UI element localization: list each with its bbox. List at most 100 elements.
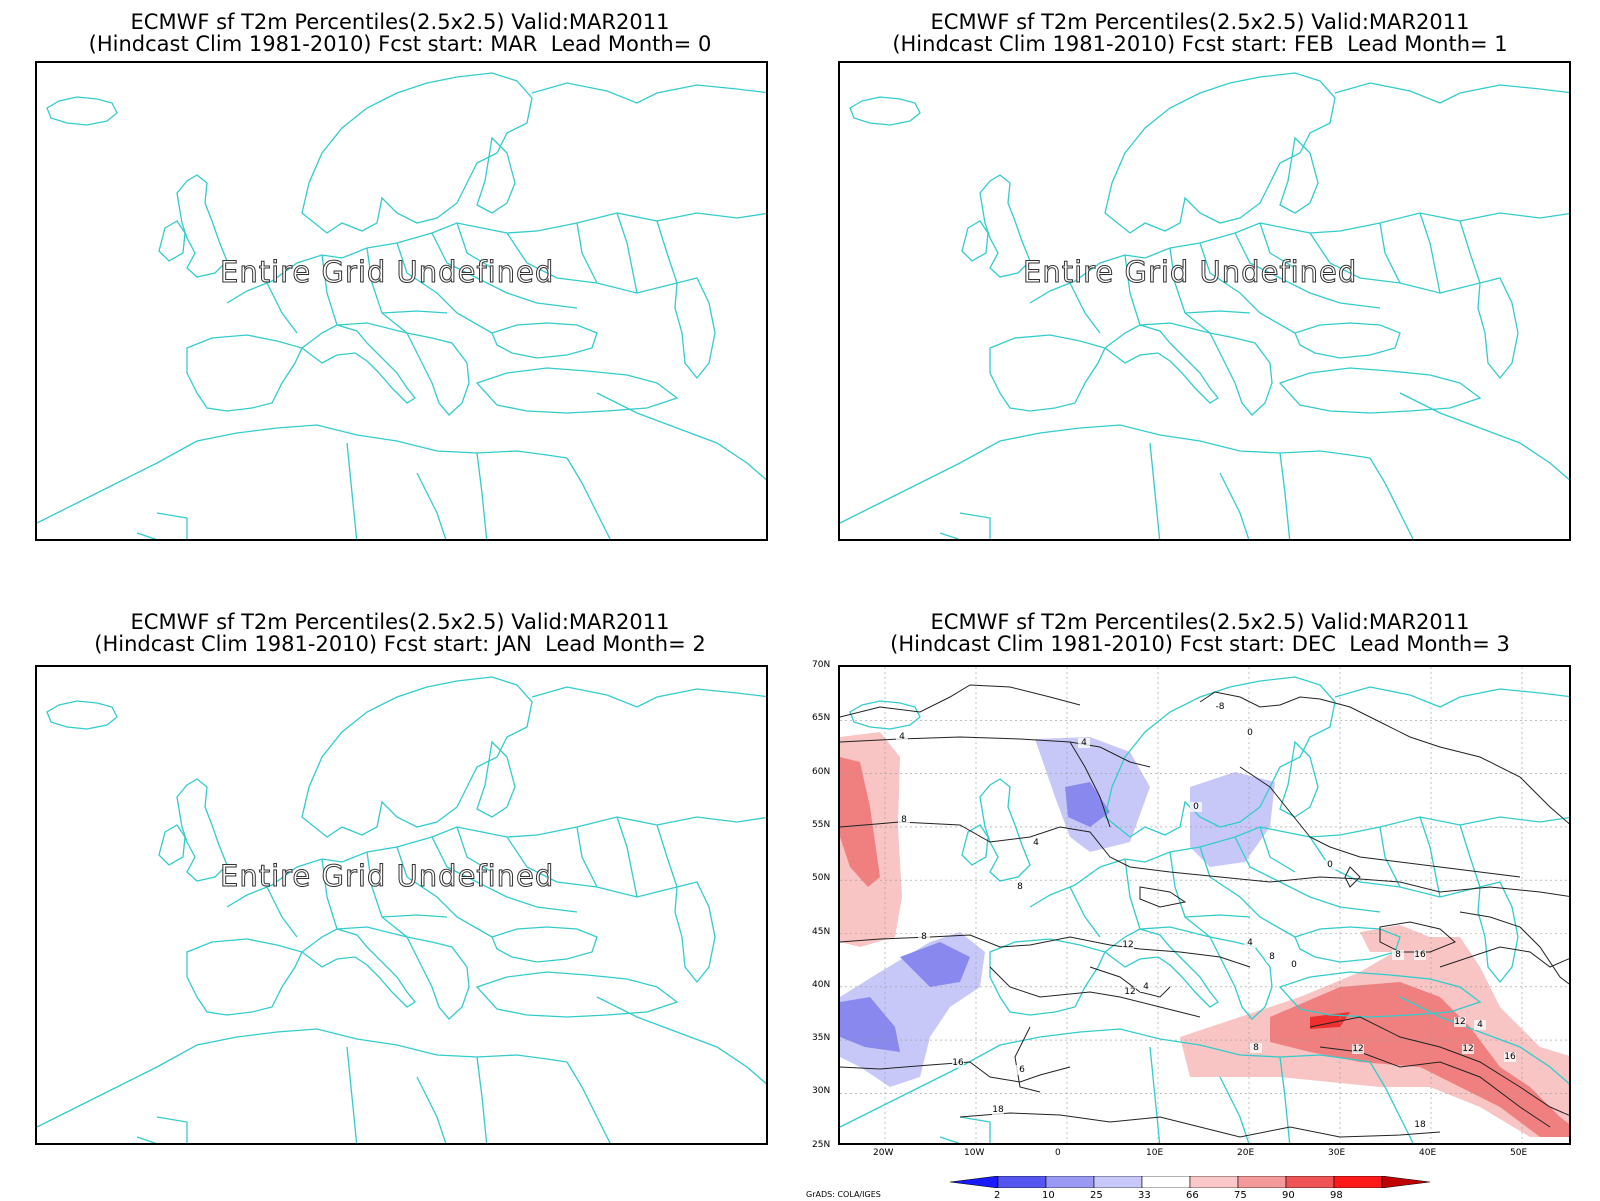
coastline-segment	[1169, 851, 1211, 938]
coastline-segment	[301, 72, 533, 234]
contour-label: -8	[1216, 702, 1225, 712]
contour-label-bg	[1250, 1043, 1262, 1053]
coastline-segment	[616, 816, 638, 898]
coastline-segment	[961, 220, 989, 262]
coastline-segment	[1279, 136, 1319, 214]
colorbar-swatch	[1237, 1176, 1287, 1188]
coastline-segment	[1278, 971, 1482, 1018]
coastline-segment	[1234, 232, 1381, 309]
warm-area-black-sea	[1360, 925, 1430, 952]
coastline-segment	[1219, 472, 1250, 539]
coastline-segment	[381, 310, 448, 314]
coastline-segment	[596, 996, 766, 1085]
coastline-segment	[396, 242, 493, 334]
coastline-segment	[674, 881, 716, 984]
coastline-segment	[1199, 242, 1296, 334]
contour-label: 16	[1414, 950, 1426, 960]
contour-label-bg	[1414, 950, 1426, 960]
contour-line	[1309, 1016, 1569, 1116]
longitude-label: 0	[1055, 1148, 1061, 1158]
coastline-segment	[506, 836, 678, 898]
coastline-segment	[1419, 816, 1441, 898]
coastline-segment	[1459, 824, 1481, 888]
panel-title-line2: (Hindcast Clim 1981-2010) Fcst start: MA…	[88, 32, 712, 56]
coastline-segment	[156, 512, 188, 539]
contour-label: 0	[1327, 860, 1333, 870]
coastline-segment	[456, 826, 493, 873]
latitude-label: 35N	[812, 1033, 831, 1044]
coastline-segment	[849, 700, 921, 730]
contour-label: 18	[992, 1105, 1004, 1115]
latitude-label: 70N	[812, 660, 831, 670]
coastline-segment	[1477, 881, 1519, 984]
coastline-segment	[959, 512, 991, 539]
coastline-segment	[476, 136, 516, 214]
coastline-map	[840, 72, 1569, 539]
coastline-segment	[416, 472, 447, 539]
coastline-segment	[491, 926, 598, 963]
colorbar-swatch	[1333, 1176, 1383, 1188]
coastline-map	[37, 72, 766, 539]
contour-label-bg	[1352, 1044, 1364, 1054]
coastline-segment	[336, 322, 408, 334]
contour-label: 16	[952, 1058, 964, 1068]
latitude-label: 65N	[812, 713, 831, 724]
colorbar-swatch	[1285, 1176, 1335, 1188]
coastline-segment	[336, 926, 408, 938]
coastline-segment	[136, 532, 158, 539]
colorbar-label: 98	[1330, 1190, 1343, 1201]
coastline-segment	[959, 1116, 991, 1143]
contour-label-bg	[1462, 1044, 1474, 1054]
colorbar-label: 75	[1234, 1190, 1247, 1201]
colorbar-swatch	[1093, 1176, 1143, 1188]
coastline-segment	[576, 826, 598, 888]
coastline-segment	[321, 858, 338, 930]
latitude-label: 55N	[812, 819, 831, 830]
coastline-segment	[1279, 740, 1319, 818]
contour-line	[840, 934, 1251, 968]
coastline-segment	[158, 824, 186, 866]
map-frame: -8 4 0 4 8 4 0 0 4 8 12 8 8 4 12 12 8 12 16 12 16 16 6 18 18 8 0 4	[838, 665, 1571, 1145]
contour-line	[989, 966, 1201, 1018]
contour-line	[1239, 766, 1521, 878]
contour-label: 4	[1033, 838, 1039, 848]
contour-label-bg	[1214, 702, 1226, 712]
contour-label: 6	[1019, 1065, 1025, 1075]
coastline-segment	[531, 82, 766, 104]
contour-label-bg	[952, 1058, 964, 1068]
coastline-segment	[1069, 886, 1101, 938]
colorbar-label: 90	[1282, 1190, 1295, 1201]
panel-lead-0: ECMWF sf T2m Percentiles(2.5x2.5) Valid:…	[0, 0, 800, 580]
coastline-segment	[1169, 247, 1211, 334]
coastline-segment	[431, 232, 578, 309]
coastline-segment	[506, 232, 678, 294]
coastline-segment	[46, 700, 118, 730]
contour-label-bg	[1014, 882, 1026, 892]
colorbar-swatch	[1381, 1176, 1431, 1188]
contour-label: 4	[1247, 938, 1253, 948]
contour-label: 18	[1414, 1120, 1426, 1130]
contour-label-bg	[1190, 802, 1202, 812]
coastline-segment	[476, 452, 488, 539]
contour-label: 16	[1504, 1052, 1516, 1062]
cold-core-north-sea	[1065, 782, 1110, 827]
contour-label: 4	[1143, 982, 1149, 992]
coastline-segment	[979, 174, 1031, 278]
coastline-segment	[300, 324, 416, 404]
undefined-grid-message: Entire Grid Undefined	[219, 255, 555, 290]
coastline-segment	[366, 247, 408, 334]
coastline-segment	[1124, 858, 1141, 930]
coastline-segment	[396, 846, 493, 938]
coastline-segment	[840, 1028, 1371, 1128]
coastline-segment	[1199, 846, 1296, 938]
contour-label-bg	[1244, 938, 1256, 948]
contour-line	[1344, 866, 1361, 888]
coastline-segment	[1234, 836, 1381, 913]
longitude-label: 40E	[1419, 1148, 1437, 1158]
coastline-segment	[1334, 82, 1569, 104]
contour-label-bg	[1122, 940, 1134, 950]
coastline-segment	[1259, 222, 1296, 269]
contour-label-bg	[1266, 952, 1278, 962]
contour-label: 8	[1395, 950, 1401, 960]
contour-label: 12	[1124, 987, 1135, 997]
